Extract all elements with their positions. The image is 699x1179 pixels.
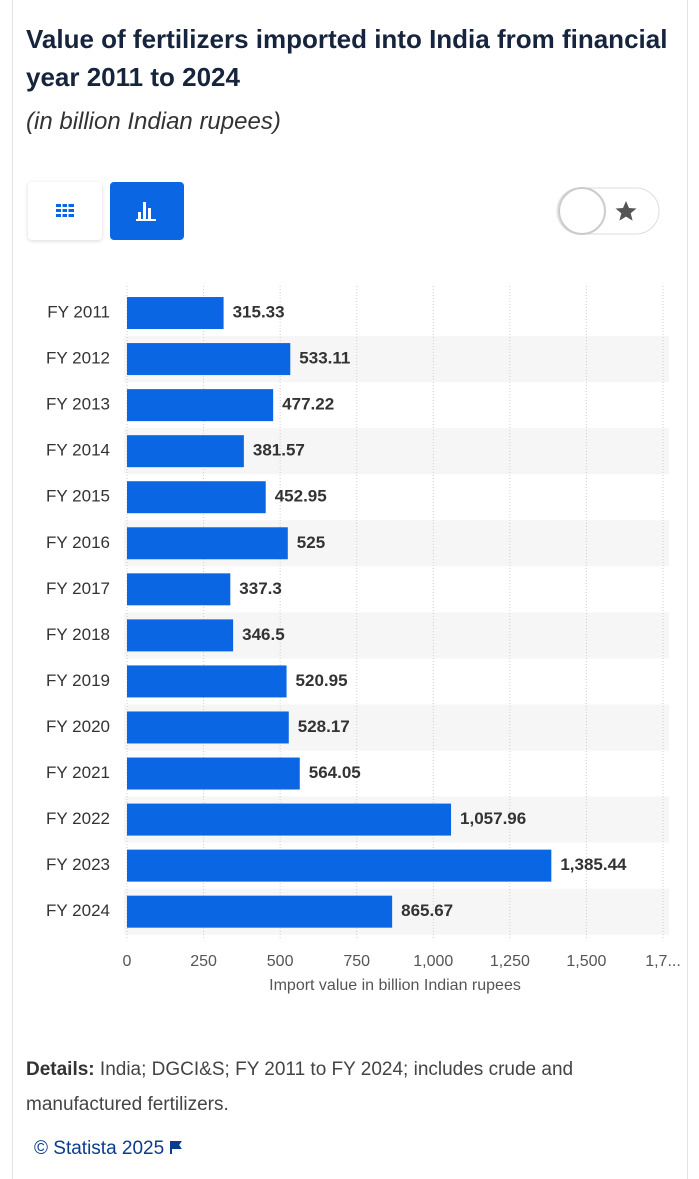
bar xyxy=(127,435,244,468)
bar xyxy=(127,757,300,790)
table-icon xyxy=(56,202,74,219)
bar xyxy=(127,895,393,928)
bar xyxy=(127,573,231,606)
bar xyxy=(127,619,234,652)
x-tick-label: 0 xyxy=(123,953,132,970)
favorite-toggle[interactable] xyxy=(555,186,661,238)
y-tick-label: FY 2013 xyxy=(46,395,110,414)
y-tick-label: FY 2021 xyxy=(46,763,110,782)
chart-subtitle: (in billion Indian rupees) xyxy=(26,108,281,135)
x-tick-label: 1,000 xyxy=(413,953,453,970)
value-label: 337.3 xyxy=(239,579,282,598)
value-label: 564.05 xyxy=(309,763,361,782)
value-label: 865.67 xyxy=(401,901,453,920)
details-label: Details: xyxy=(26,1059,95,1080)
card xyxy=(12,0,688,1179)
value-label: 533.11 xyxy=(299,349,350,368)
value-label: 346.5 xyxy=(242,625,285,644)
x-axis-label: Import value in billion Indian rupees xyxy=(269,977,521,994)
value-label: 520.95 xyxy=(296,671,348,690)
bar xyxy=(127,665,287,698)
bar xyxy=(127,481,266,514)
bar xyxy=(127,803,452,836)
details-text: India; DGCI&S; FY 2011 to FY 2024; inclu… xyxy=(26,1059,574,1115)
y-tick-label: FY 2017 xyxy=(46,579,110,598)
source: © Statista 2025 xyxy=(34,1138,183,1160)
bar xyxy=(127,849,552,882)
x-tick-label: 750 xyxy=(343,953,370,970)
chart: Import value in billion Indian rupees 0 2… xyxy=(46,286,681,994)
chart-icon xyxy=(136,202,156,221)
value-label: 525 xyxy=(297,533,325,552)
x-tick-label: 1,500 xyxy=(566,953,606,970)
x-tick-label: 1,250 xyxy=(490,953,530,970)
value-label: 477.22 xyxy=(282,395,334,414)
y-tick-label: FY 2022 xyxy=(46,809,110,828)
bar xyxy=(127,343,291,376)
y-tick-label: FY 2024 xyxy=(46,901,110,920)
bar xyxy=(127,711,289,744)
flag-icon xyxy=(170,1141,183,1154)
chart-title: Value of fertilizers imported into India… xyxy=(26,24,668,92)
y-tick-label: FY 2020 xyxy=(46,717,110,736)
y-tick-label: FY 2015 xyxy=(46,487,110,506)
x-tick-label: 1,7... xyxy=(645,953,681,970)
y-tick-label: FY 2014 xyxy=(46,441,110,460)
y-tick-label: FY 2019 xyxy=(46,671,110,690)
value-label: 528.17 xyxy=(298,717,350,736)
chart-view-button[interactable] xyxy=(110,182,184,240)
y-tick-label: FY 2012 xyxy=(46,349,110,368)
x-tick-label: 250 xyxy=(190,953,217,970)
value-label: 452.95 xyxy=(275,487,327,506)
value-label: 1,385.44 xyxy=(560,855,627,874)
bar xyxy=(127,389,274,422)
y-tick-label: FY 2023 xyxy=(46,855,110,874)
y-tick-label: FY 2011 xyxy=(47,303,110,322)
table-view-button[interactable] xyxy=(28,182,102,240)
x-tick-label: 500 xyxy=(267,953,294,970)
bar xyxy=(127,297,224,330)
value-label: 315.33 xyxy=(233,303,285,322)
value-label: 381.57 xyxy=(253,441,305,460)
value-label: 1,057.96 xyxy=(460,809,526,828)
y-tick-label: FY 2018 xyxy=(46,625,110,644)
y-tick-label: FY 2016 xyxy=(46,533,110,552)
bar xyxy=(127,527,288,560)
source-text: © Statista 2025 xyxy=(34,1138,165,1159)
details: Details: India; DGCI&S; FY 2011 to FY 20… xyxy=(26,1052,666,1122)
